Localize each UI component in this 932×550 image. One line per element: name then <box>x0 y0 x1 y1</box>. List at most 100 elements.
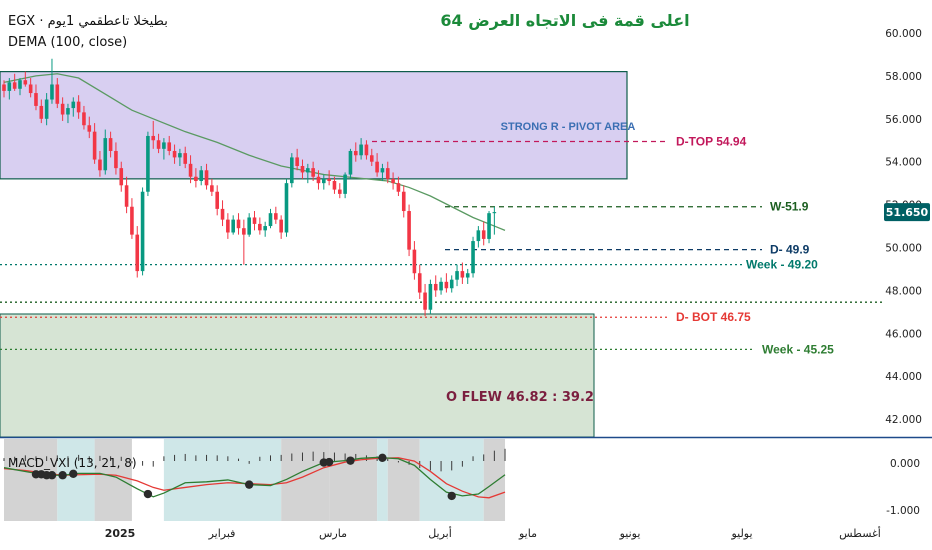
candle-body <box>167 142 172 151</box>
candle-body <box>263 226 267 231</box>
time-tick-label: أغسطس <box>839 526 881 540</box>
candle-body <box>396 183 401 192</box>
candle-body <box>322 178 326 184</box>
candle-body <box>306 168 310 173</box>
macd-cross-dot <box>378 453 387 463</box>
candle-body <box>114 150 118 169</box>
time-tick-label: 2025 <box>105 527 136 540</box>
candle-body <box>332 181 337 190</box>
macd-cross-dot <box>69 469 78 479</box>
candle-body <box>124 185 129 207</box>
candle-body <box>34 93 38 106</box>
last-price-label: 51.650 <box>886 206 929 219</box>
macd-shade-bands <box>4 439 506 521</box>
candle-body <box>343 174 347 194</box>
chart-title: اعلى قمة فى الاتجاه العرض 64 <box>440 11 689 30</box>
candle-body <box>444 281 449 289</box>
macd-axis[interactable]: 0.000 -1.000 <box>886 458 920 517</box>
candle-body <box>417 273 422 293</box>
candle-body <box>103 138 108 171</box>
indicator-label: DEMA (100, close) <box>8 35 127 50</box>
macd-tick-label: -1.000 <box>886 505 920 517</box>
time-axis[interactable]: 2025 فبراير مارس أبريل مايو يونيو يوليو أغسطس <box>105 526 881 540</box>
candle-body <box>151 135 156 141</box>
macd-shade-band <box>57 439 95 521</box>
level-label: D- 49.9 <box>770 243 810 257</box>
macd-shade-band <box>387 439 420 521</box>
level-label: W-51.9 <box>770 200 809 214</box>
candle-body <box>135 234 140 272</box>
price-tick-label: 44.000 <box>885 371 922 383</box>
time-tick-label: فبراير <box>208 527 236 540</box>
price-tick-label: 54.000 <box>885 157 922 169</box>
macd-cross-dot <box>346 456 355 465</box>
macd-cross-dot <box>447 491 456 501</box>
candle-body <box>348 150 353 175</box>
candle-body <box>268 213 273 227</box>
level-label: D-TOP 54.94 <box>676 135 747 149</box>
macd-shade-band <box>4 439 58 521</box>
price-axis[interactable]: 60.00058.00056.00054.00052.00050.00048.0… <box>884 28 930 426</box>
candle-body <box>449 279 454 289</box>
candle-body <box>76 101 81 113</box>
macd-shade-band <box>281 439 330 521</box>
time-tick-label: مارس <box>319 527 347 540</box>
candle-body <box>236 219 241 229</box>
candle-body <box>188 163 193 177</box>
candle-body <box>71 101 76 109</box>
candle-body <box>279 219 283 233</box>
price-tick-label: 60.000 <box>885 28 922 40</box>
candle-body <box>455 271 459 280</box>
macd-histogram <box>3 448 506 472</box>
candle-body <box>2 84 6 91</box>
resistance-zone-label: STRONG R - PIVOT AREA <box>501 121 636 133</box>
candle-body <box>369 155 374 162</box>
candle-body <box>274 213 278 220</box>
price-tick-label: 46.000 <box>885 328 922 340</box>
candle-body <box>119 168 124 186</box>
candle-body <box>412 249 417 274</box>
candle-body <box>242 228 246 235</box>
candle-body <box>252 217 257 224</box>
macd-cross-dot <box>324 457 334 467</box>
candle-body <box>401 191 406 212</box>
macd-pane[interactable] <box>3 439 506 521</box>
support-zone <box>0 313 595 438</box>
price-pane[interactable]: STRONG R - PIVOT AREA O FLEW 46.82 : 39.2… <box>0 58 882 438</box>
time-tick-label: مايو <box>518 527 537 540</box>
macd-cross-dot <box>244 480 254 489</box>
candle-body <box>492 212 497 214</box>
candle-body <box>60 103 65 115</box>
candle-body <box>439 281 443 291</box>
candle-body <box>359 144 363 156</box>
symbol-line: EGX · بطيخلا تاعطقمي 1يوم <box>8 14 168 29</box>
candles-layer <box>2 58 497 317</box>
candle-body <box>295 157 299 166</box>
candle-body <box>380 168 385 173</box>
candle-body <box>465 273 470 278</box>
candle-body <box>162 142 166 149</box>
candle-body <box>194 176 198 182</box>
candle-body <box>178 153 182 158</box>
candle-body <box>7 82 12 91</box>
zones-layer: STRONG R - PIVOT AREA O FLEW 46.82 : 39.2 <box>0 71 636 438</box>
price-tick-label: 48.000 <box>885 285 922 297</box>
candle-body <box>247 217 251 235</box>
candle-body <box>183 153 188 164</box>
macd-shade-band <box>483 439 506 521</box>
candle-body <box>82 112 86 126</box>
candle-body <box>220 208 225 220</box>
candle-body <box>172 150 177 158</box>
time-tick-label: يونيو <box>619 527 641 540</box>
candle-body <box>12 82 17 89</box>
candle-body <box>433 283 438 291</box>
candle-body <box>130 206 134 235</box>
candle-body <box>337 189 342 194</box>
candle-body <box>87 125 92 132</box>
candle-body <box>66 108 70 115</box>
support-zone-label: O FLEW 46.82 : 39.2 <box>446 390 594 405</box>
macd-main-line <box>3 456 506 498</box>
candle-body <box>39 105 44 119</box>
candle-body <box>353 150 358 156</box>
